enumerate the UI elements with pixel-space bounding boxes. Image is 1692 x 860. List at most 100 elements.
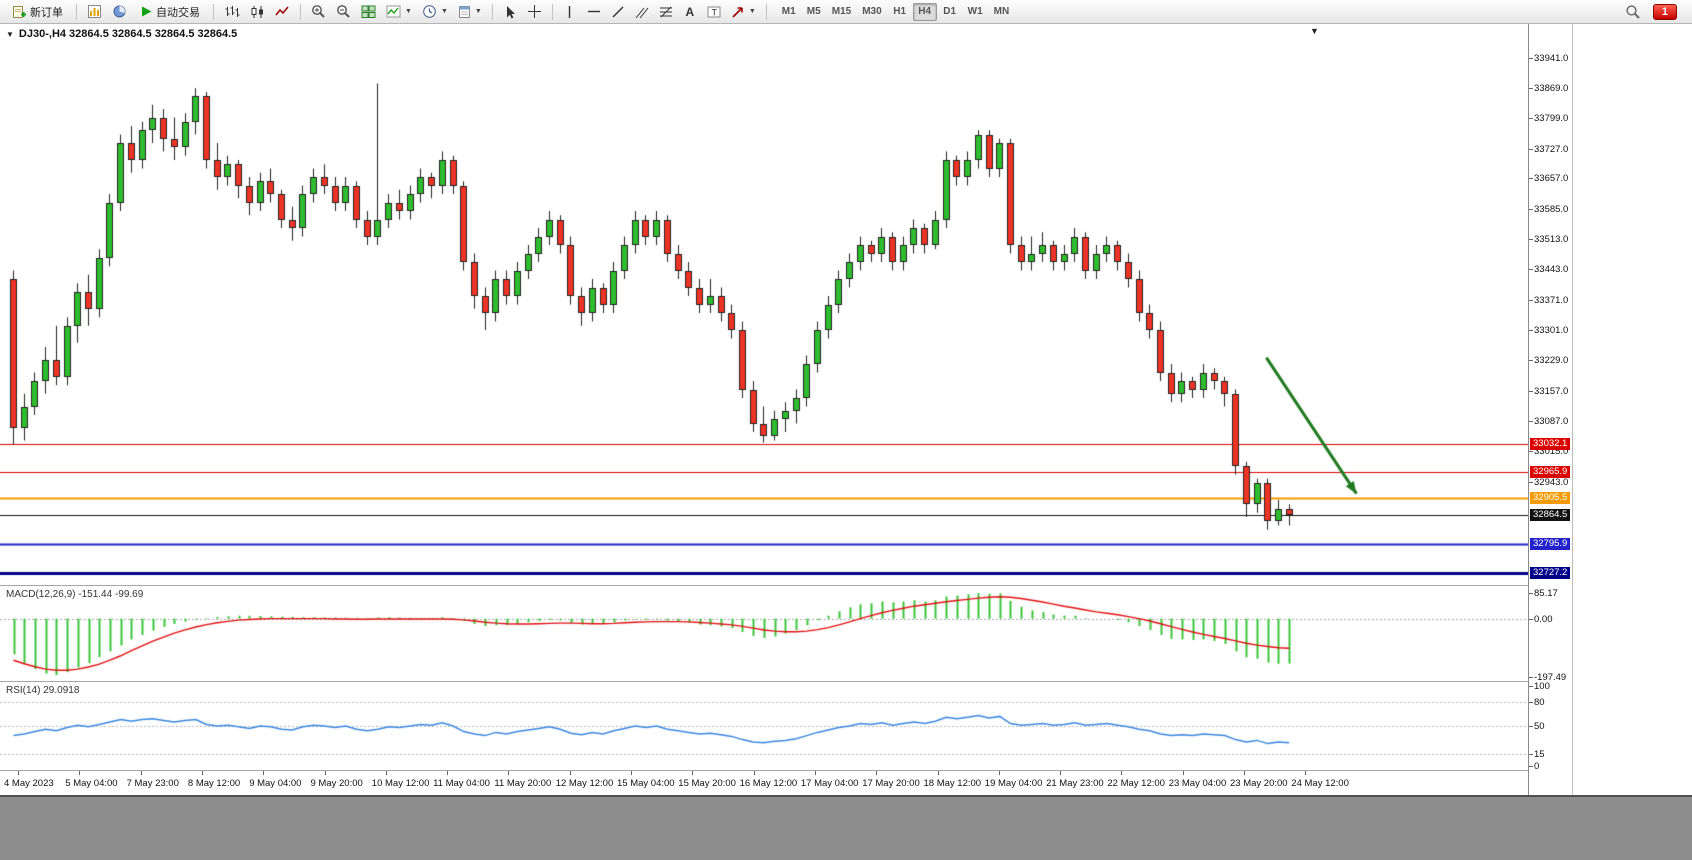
axis-tick-mark [1529,451,1533,453]
scroll-to-end-marker[interactable]: ▼ [1310,26,1319,36]
indicators-button[interactable]: ▼ [382,2,416,22]
fibonacci-button[interactable] [655,2,677,22]
bar-chart-button[interactable] [220,2,244,22]
tile-windows-button[interactable] [357,2,380,22]
macd-tick-label: 85.17 [1534,588,1558,600]
hline-price-label: 32965.9 [1530,465,1571,478]
time-tick-mark [385,771,387,775]
price-tick-label: 33727.0 [1534,143,1569,155]
timeframe-m30-button[interactable]: M30 [857,3,886,21]
timeframe-h1-button[interactable]: H1 [888,3,912,21]
time-label: 15 May 20:00 [678,778,736,789]
rsi-tick-label: 15 [1534,749,1545,760]
axis-tick-mark [1529,420,1533,422]
right-empty-panel [1572,24,1692,795]
time-tick-mark [753,771,755,775]
price-tick-label: 33585.0 [1534,203,1569,215]
hline-price-label: 33032.1 [1530,437,1571,450]
toolbar-separator [551,3,553,20]
time-tick-mark [140,771,142,775]
text-label-button[interactable]: T [703,2,725,22]
time-tick-mark [263,771,265,775]
template-icon [458,5,470,18]
text-button[interactable]: A [679,2,701,22]
vertical-line-button[interactable] [559,2,581,22]
time-axis[interactable]: 4 May 2023 5 May 04:00 7 May 23:00 8 May 12… [0,771,1572,795]
chart-window: ▼ DJ30-,H4 32864.5 32864.5 32864.5 32864… [0,24,1572,795]
new-chart-icon [88,5,101,18]
auto-trading-button[interactable]: 自动交易 [133,2,207,22]
timeframe-m15-button[interactable]: M15 [827,3,856,21]
text-label-icon: T [707,6,721,17]
time-label: 4 May 2023 [4,778,54,789]
time-tick-mark [508,771,510,775]
time-tick-mark [324,771,326,775]
price-tick-label: 32943.0 [1534,476,1569,488]
time-label: 16 May 12:00 [739,778,798,789]
time-tick-mark [692,771,694,775]
toolbar-separator [765,3,767,20]
time-label: 9 May 04:00 [249,778,302,789]
macd-canvas[interactable] [0,586,1528,681]
rsi-canvas[interactable] [0,682,1528,770]
rsi-tick-label: 50 [1534,721,1545,732]
price-axis[interactable]: 33941.0 33869.0 33799.0 33727.0 33657.0 33585… [1528,24,1572,795]
time-label: 19 May 04:00 [984,778,1043,789]
panel-separator[interactable] [0,681,1572,682]
zoom-out-button[interactable] [332,2,355,22]
candlestick-chart-button[interactable] [246,2,269,22]
crosshair-button[interactable] [523,2,546,22]
macd-value-signal: -99.69 [114,589,144,600]
time-tick-mark [1305,771,1307,775]
price-tick-label: 33015.0 [1534,446,1569,458]
timeframe-mn-button[interactable]: MN [989,3,1015,21]
timeframe-m1-button[interactable]: M1 [777,3,801,21]
panel-separator[interactable] [0,585,1572,586]
timeframe-h4-button[interactable]: H4 [912,2,937,21]
time-label: 23 May 04:00 [1168,778,1227,789]
time-tick-mark [569,771,571,775]
line-chart-button[interactable] [271,2,294,22]
time-label: 23 May 20:00 [1230,778,1288,789]
axis-tick-mark [1529,702,1533,703]
macd-name: MACD(12,26,9) [6,589,76,600]
horizontal-line-icon [587,10,600,13]
chart-title-text: DJ30-,H4 32864.5 32864.5 32864.5 32864.5 [18,28,238,40]
chevron-down-icon: ▼ [405,8,412,15]
equidistant-channel-button[interactable] [631,2,653,22]
search-button[interactable] [1621,2,1645,22]
rsi-tick-label: 80 [1534,697,1545,708]
one-click-trading-toggle[interactable]: ▼ [6,29,14,39]
rsi-value: 29.0918 [43,685,80,696]
new-chart-button[interactable] [83,2,106,22]
main-chart-canvas[interactable] [0,24,1528,585]
trendline-button[interactable] [607,2,629,22]
time-label: 21 May 23:00 [1046,778,1104,789]
time-tick-mark [1121,771,1123,775]
rsi-label: RSI(14) 29.0918 [6,685,79,696]
cursor-button[interactable] [499,2,521,22]
horizontal-line-button[interactable] [583,2,605,22]
chevron-down-icon: ▼ [440,8,448,15]
templates-button[interactable]: ▼ [454,2,486,22]
time-label: 18 May 12:00 [923,778,982,789]
periods-button[interactable]: ▼ [418,2,452,22]
time-tick-mark [201,771,203,775]
vertical-line-icon [569,5,571,18]
timeframe-w1-button[interactable]: W1 [963,3,988,21]
arrows-button[interactable]: ▼ [727,2,760,22]
notifications-badge[interactable]: 1 [1652,3,1677,20]
new-order-button[interactable]: 新订单 [5,2,70,22]
timeframe-d1-button[interactable]: D1 [938,3,962,21]
profiles-button[interactable] [108,2,131,22]
axis-tick-mark [1529,686,1533,687]
timeframe-m5-button[interactable]: M5 [802,3,826,21]
price-tick-label: 33799.0 [1534,112,1569,124]
rsi-tick-label: 100 [1534,681,1550,692]
axis-tick-mark [1529,208,1533,210]
search-icon [1626,4,1640,19]
zoom-in-button[interactable] [307,2,330,22]
toolbar-separator [491,3,493,20]
hline-price-label: 32727.2 [1530,567,1571,580]
chart-title: ▼ DJ30-,H4 32864.5 32864.5 32864.5 32864… [6,28,237,40]
